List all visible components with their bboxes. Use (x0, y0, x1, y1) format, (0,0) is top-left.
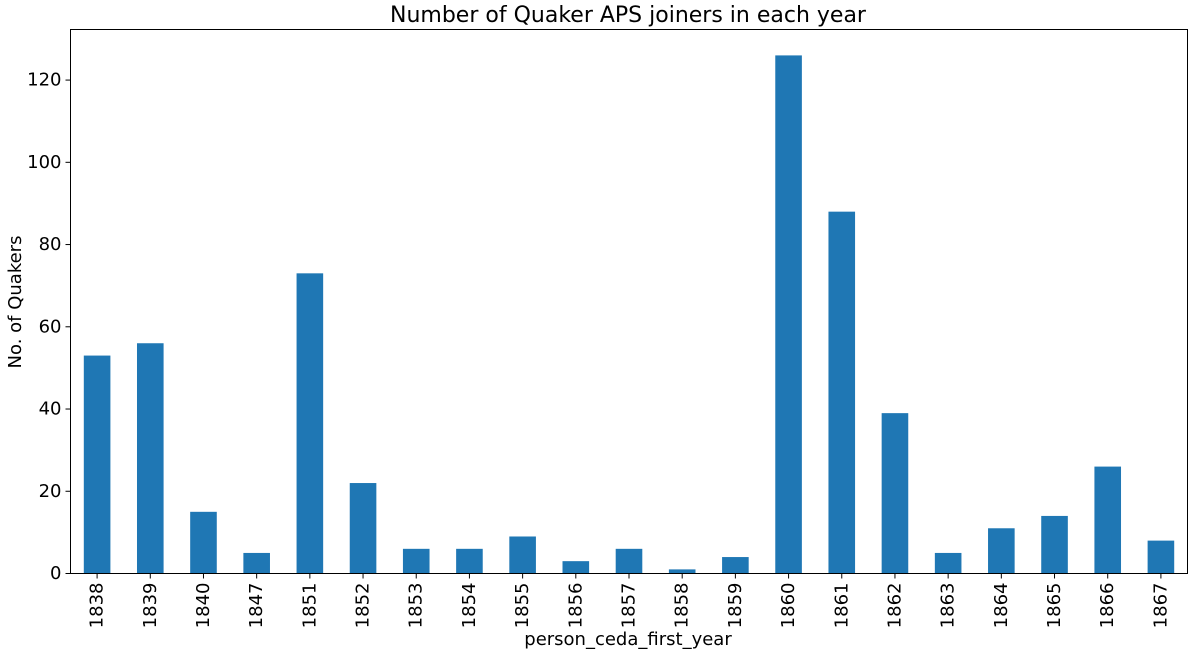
bar-1863 (934, 552, 962, 574)
bar-1862 (881, 413, 909, 574)
x-tick-label: 1851 (299, 583, 320, 629)
bar-1839 (136, 343, 164, 574)
bar-1857 (615, 548, 643, 574)
x-tick-label: 1865 (1044, 583, 1065, 629)
bar-1867 (1147, 540, 1175, 574)
x-tick-label: 1862 (884, 583, 905, 629)
y-tick-label: 120 (27, 70, 61, 91)
x-tick-label: 1859 (725, 583, 746, 629)
bar-1856 (562, 561, 590, 574)
bar-1852 (349, 483, 377, 574)
bar-1847 (243, 552, 270, 574)
y-tick-label: 100 (27, 152, 61, 173)
y-tick-label: 20 (39, 481, 62, 502)
bar-1861 (828, 211, 856, 574)
bar-1866 (1094, 466, 1122, 574)
x-tick-label: 1856 (565, 583, 586, 629)
x-tick-label: 1839 (140, 583, 161, 629)
bar-1865 (1041, 515, 1068, 574)
x-tick-label: 1864 (991, 583, 1012, 629)
x-tick-label: 1854 (459, 583, 480, 629)
y-tick-label: 60 (39, 316, 62, 337)
x-axis-ticks: 1838 1839 1840 1847 1851 1852 1853 1854 1855 1856… (87, 573, 1171, 629)
x-tick-label: 1858 (672, 583, 693, 629)
bar-1858 (668, 569, 696, 574)
bar-1860 (775, 55, 802, 574)
x-tick-label: 1853 (406, 583, 427, 629)
bar-1840 (190, 511, 217, 574)
bar-1853 (402, 548, 430, 574)
x-tick-label: 1840 (193, 583, 214, 629)
x-tick-label: 1855 (512, 583, 533, 629)
bars-group (83, 55, 1175, 574)
x-tick-label: 1861 (831, 583, 852, 629)
y-axis-label: No. of Quakers (5, 236, 26, 369)
x-tick-label: 1838 (87, 583, 108, 629)
bar-1838 (83, 355, 111, 574)
y-axis-ticks: 0 20 40 60 80 100 120 (27, 70, 71, 584)
bar-1855 (509, 536, 536, 574)
bar-1851 (296, 273, 324, 574)
y-tick-label: 40 (39, 399, 62, 420)
plot-frame (70, 29, 1188, 574)
x-tick-label: 1860 (778, 583, 799, 629)
x-tick-label: 1852 (353, 583, 374, 629)
bar-1859 (722, 557, 749, 574)
x-tick-label: 1863 (938, 583, 959, 629)
x-tick-label: 1867 (1150, 583, 1171, 629)
chart-title: Number of Quaker APS joiners in each yea… (390, 3, 867, 28)
x-tick-label: 1866 (1097, 583, 1118, 629)
bar-1854 (456, 548, 483, 574)
x-axis-label: person_ceda_first_year (524, 629, 732, 650)
x-tick-label: 1857 (619, 583, 640, 629)
y-tick-label: 80 (39, 234, 62, 255)
bar-1864 (988, 528, 1015, 574)
y-tick-label: 0 (50, 563, 61, 584)
x-tick-label: 1847 (246, 583, 267, 629)
